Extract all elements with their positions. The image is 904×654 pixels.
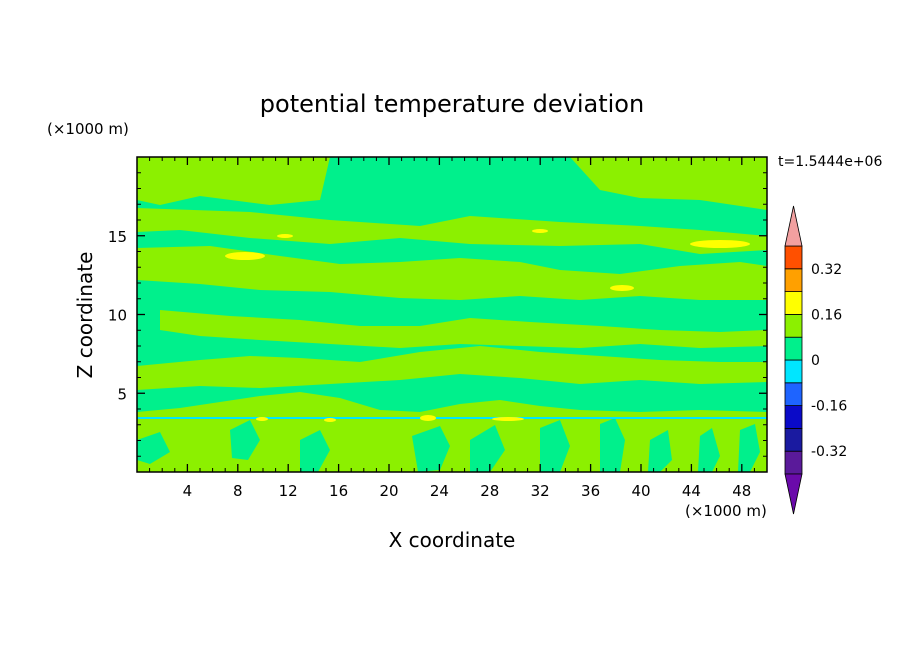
colorbar-swatch: [784, 313, 803, 338]
colorbar-tick-label: 0.32: [811, 262, 842, 278]
x-tick-label: 12: [279, 482, 298, 500]
field-plot: [137, 157, 767, 472]
x-tick-label: 24: [430, 482, 449, 500]
x-tick-label: 36: [581, 482, 600, 500]
x-tick-label: 4: [183, 482, 193, 500]
colorbar-tick-label: 0: [811, 353, 820, 369]
colorbar-extend-low: [784, 473, 803, 515]
colorbar-swatch: [784, 291, 803, 315]
x-tick-label: 44: [682, 482, 701, 500]
x-axis-label: X coordinate: [389, 528, 516, 552]
colorbar-swatch: [784, 427, 803, 452]
time-label: t=1.5444e+06: [778, 154, 882, 170]
x-tick-label: 48: [732, 482, 751, 500]
y-tick-label: 5: [117, 385, 127, 403]
y-axis-label: Z coordinate: [73, 252, 97, 379]
colorbar-swatch: [784, 405, 803, 429]
colorbar-swatch: [784, 336, 803, 361]
colorbar-swatch: [784, 382, 803, 406]
hot-spots: [225, 229, 750, 422]
chart-title: potential temperature deviation: [260, 90, 644, 118]
x-tick-label: 28: [480, 482, 499, 500]
x-tick-label: 20: [379, 482, 398, 500]
y-tick-label: 15: [108, 228, 127, 246]
colorbar-swatch: [784, 245, 803, 270]
x-unit-label: (×1000 m): [685, 502, 767, 520]
colorbar-swatch: [784, 359, 803, 384]
y-axis: 5 10 15: [108, 172, 767, 457]
colorbar-tick-label: -0.16: [811, 399, 847, 415]
colorbar: 0.32 0.16 0 -0.16 -0.32: [784, 205, 847, 515]
colorbar-tick-label: 0.16: [811, 307, 842, 323]
y-tick-label: 10: [108, 307, 127, 325]
x-tick-label: 8: [233, 482, 243, 500]
colorbar-swatch: [784, 450, 803, 475]
x-tick-label: 32: [531, 482, 550, 500]
x-axis: 4 8 12 16 20 24 28 32 36 40 44 48: [149, 157, 755, 500]
colorbar-extend-high: [784, 205, 803, 247]
y-unit-label: (×1000 m): [47, 120, 129, 138]
lower-pockets: [137, 418, 760, 472]
colorbar-tick-label: -0.32: [811, 444, 847, 460]
x-tick-label: 16: [329, 482, 348, 500]
x-tick-label: 40: [631, 482, 650, 500]
colorbar-swatch: [784, 268, 803, 292]
